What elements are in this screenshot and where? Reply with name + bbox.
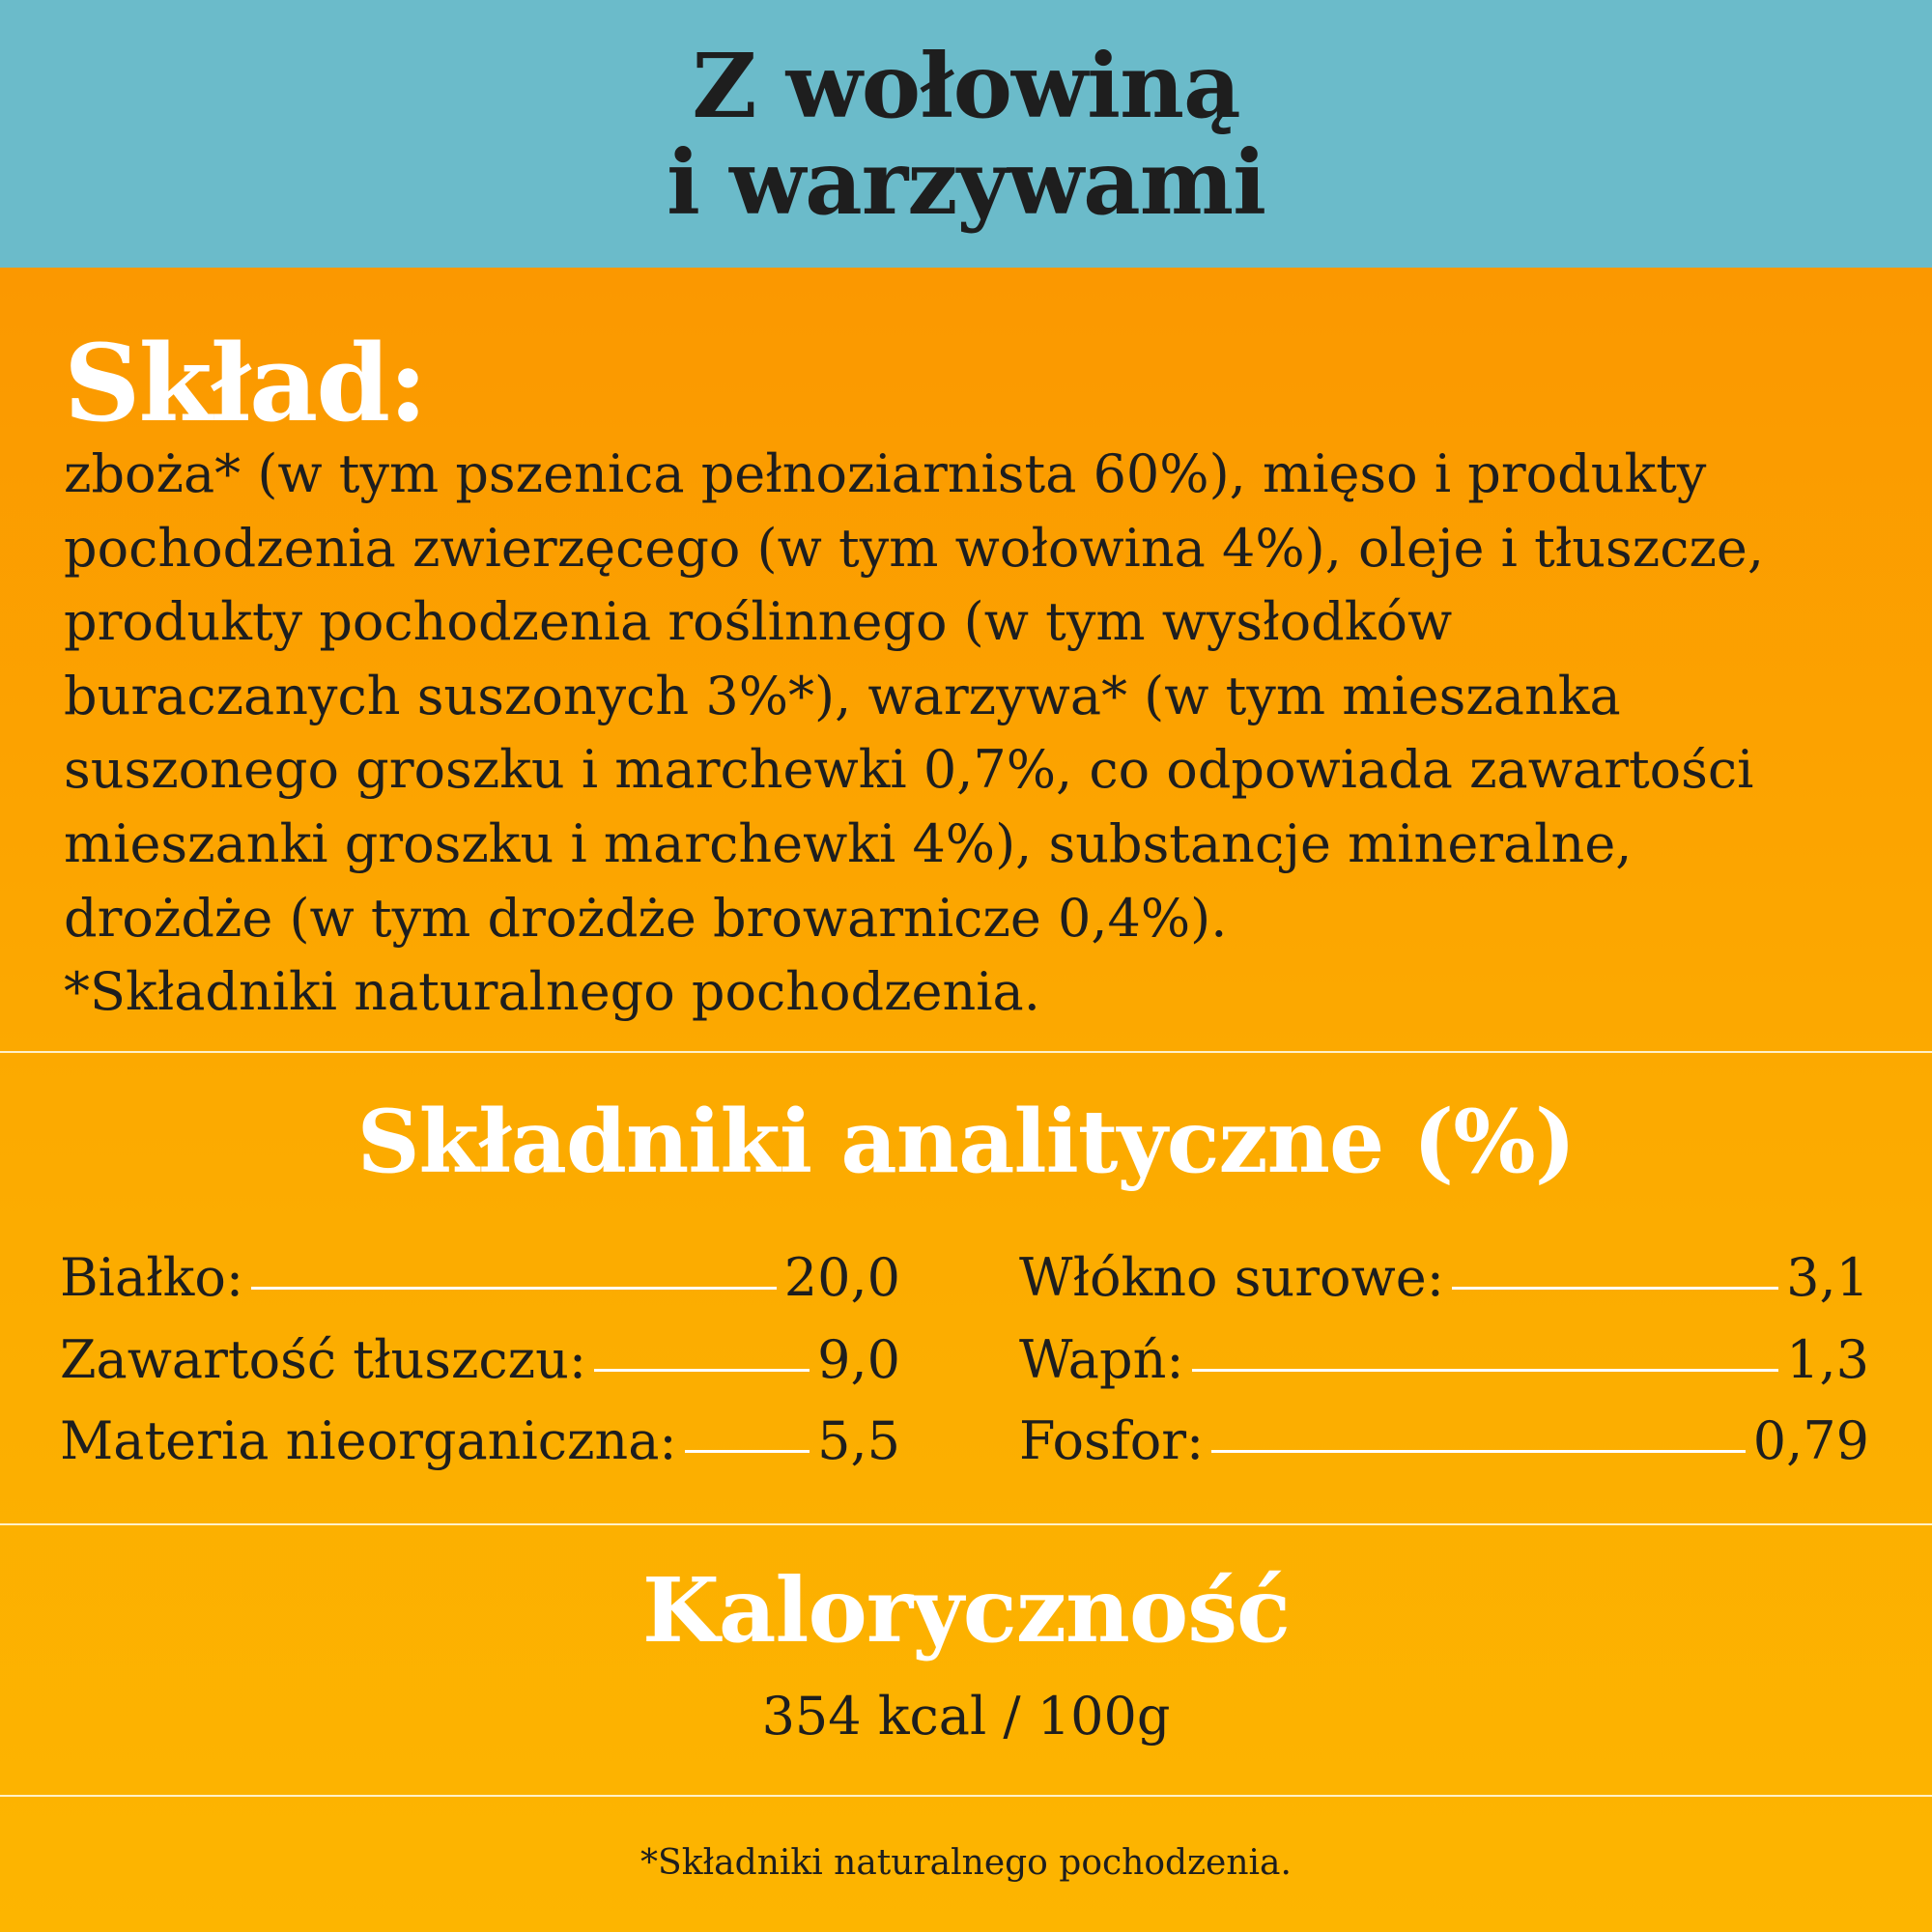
composition-line: drożdże (w tym drożdże browarnicze 0,4%)… [64, 887, 1228, 949]
leader-line [594, 1369, 810, 1372]
nutrient-row-phosphorus: Fosfor: 0,79 [1019, 1407, 1869, 1475]
leader-line [1211, 1450, 1746, 1453]
energy-value: 354 kcal / 100g [761, 1686, 1171, 1747]
info-panel: Skład: zboża* (w tym pszenica pełnoziarn… [0, 268, 1932, 1932]
nutrient-label: Zawartość tłuszczu: [60, 1329, 587, 1390]
composition-line: suszonego groszku i marchewki 0,7%, co o… [64, 739, 1754, 801]
analytical-title: Składniki analityczne (%) [356, 1091, 1577, 1193]
nutrient-value: 9,0 [817, 1329, 900, 1390]
product-title-line-2: i warzywami [666, 129, 1266, 235]
nutrient-label: Wapń: [1019, 1329, 1184, 1390]
section-divider [0, 1051, 1932, 1053]
composition-line: mieszanki groszku i marchewki 4%), subst… [64, 812, 1633, 874]
composition-line: *Składniki naturalnego pochodzenia. [64, 961, 1040, 1023]
nutrient-value: 3,1 [1786, 1247, 1869, 1308]
energy-title: Kaloryczność [641, 1558, 1291, 1662]
leader-line [1451, 1287, 1779, 1290]
nutrient-row-ash: Materia nieorganiczna: 5,5 [60, 1407, 900, 1475]
nutrient-label: Białko: [60, 1247, 244, 1308]
leader-line [1191, 1369, 1779, 1372]
footnote: *Składniki naturalnego pochodzenia. [640, 1843, 1292, 1883]
composition-line: produkty pochodzenia roślinnego (w tym w… [64, 591, 1453, 653]
leader-line [251, 1287, 777, 1290]
nutrient-row-fat: Zawartość tłuszczu: 9,0 [60, 1326, 900, 1394]
product-title-line-1: Z wołowiną [692, 33, 1240, 138]
nutrient-label: Fosfor: [1019, 1410, 1205, 1471]
nutrient-value: 1,3 [1786, 1329, 1869, 1390]
section-divider [0, 1523, 1932, 1525]
composition-title: Skład: [64, 321, 428, 445]
leader-line [684, 1450, 810, 1453]
composition-line: buraczanych suszonych 3%*), warzywa* (w … [64, 665, 1621, 726]
nutrient-value: 0,79 [1752, 1410, 1869, 1471]
nutrient-label: Materia nieorganiczna: [60, 1410, 677, 1471]
nutrient-value: 20,0 [783, 1247, 900, 1308]
nutrient-row-calcium: Wapń: 1,3 [1019, 1326, 1869, 1394]
nutrient-row-protein: Białko: 20,0 [60, 1244, 900, 1312]
nutrient-row-fibre: Włókno surowe: 3,1 [1019, 1244, 1869, 1312]
composition-line: zboża* (w tym pszenica pełnoziarnista 60… [64, 443, 1707, 504]
header-banner: Z wołowiną i warzywami [0, 0, 1932, 268]
composition-line: pochodzenia zwierzęcego (w tym wołowina … [64, 517, 1765, 579]
section-divider [0, 1795, 1932, 1797]
nutrient-value: 5,5 [817, 1410, 900, 1471]
composition-text: zboża* (w tym pszenica pełnoziarnista 60… [64, 438, 1880, 1030]
nutrient-label: Włókno surowe: [1019, 1247, 1444, 1308]
